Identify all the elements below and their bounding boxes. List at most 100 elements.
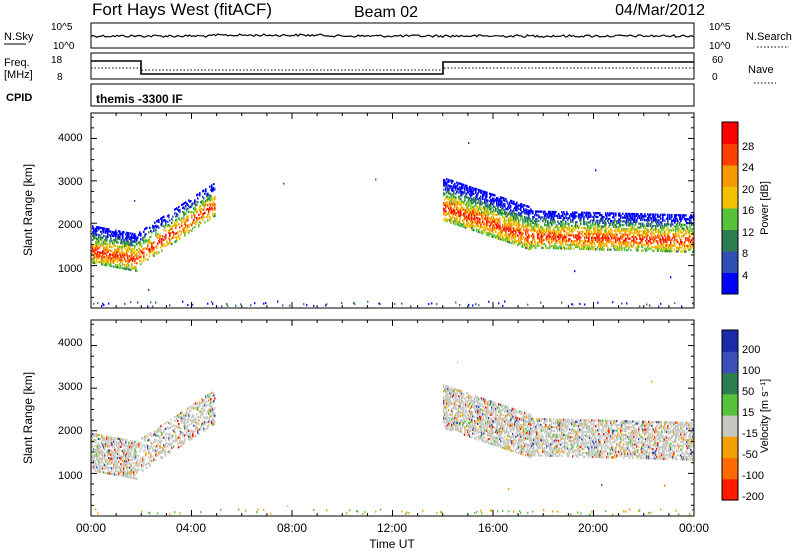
scatter-cell xyxy=(168,439,170,442)
scatter-cell xyxy=(670,217,672,220)
scatter-cell xyxy=(177,414,179,417)
scatter-cell xyxy=(513,216,515,219)
scatter-cell xyxy=(526,220,528,223)
scatter-cell xyxy=(102,259,104,262)
scatter-cell xyxy=(600,219,602,222)
scatter-cell xyxy=(473,192,475,196)
scatter-cell xyxy=(97,237,99,240)
scatter-cell xyxy=(127,447,129,450)
scatter-cell xyxy=(506,238,508,241)
scatter-cell xyxy=(679,216,681,219)
scatter-cell xyxy=(532,233,534,236)
scatter-cell xyxy=(91,446,93,449)
scatter-cell xyxy=(202,413,204,416)
scatter-cell xyxy=(625,239,627,242)
scatter-cell xyxy=(524,210,526,213)
scatter-cell xyxy=(669,215,671,218)
scatter-cell xyxy=(593,217,595,220)
scatter-cell xyxy=(660,249,662,253)
scatter-cell xyxy=(457,210,459,213)
scatter-cell xyxy=(106,229,108,232)
scatter-cell xyxy=(99,453,101,456)
scatter-cell xyxy=(666,248,668,251)
scatter-cell xyxy=(164,236,166,239)
scatter-cell xyxy=(112,446,114,449)
scatter-cell xyxy=(106,243,108,246)
scatter-cell xyxy=(537,233,539,236)
scatter-cell xyxy=(572,215,574,218)
scatter-cell xyxy=(156,439,158,442)
scatter-cell xyxy=(629,237,631,240)
scatter-cell xyxy=(109,466,111,469)
scatter-cell xyxy=(201,413,203,416)
scatter-cell xyxy=(106,237,108,240)
scatter-cell xyxy=(447,188,449,191)
scatter-cell xyxy=(110,461,112,464)
scatter-cell xyxy=(210,409,212,412)
scatter-cell xyxy=(205,416,207,419)
scatter-cell xyxy=(655,236,657,239)
scatter-cell xyxy=(130,268,132,271)
scatter-cell xyxy=(690,246,692,250)
scatter-cell xyxy=(497,225,499,228)
scatter-cell xyxy=(517,215,519,218)
scatter-cell xyxy=(113,257,115,261)
scatter-cell xyxy=(512,209,514,213)
scatter-cell xyxy=(595,231,597,234)
scatter-cell xyxy=(503,197,505,200)
scatter-cell xyxy=(652,245,654,249)
scatter-cell xyxy=(206,195,208,198)
scatter-cell xyxy=(110,463,112,466)
scatter-cell xyxy=(688,237,690,240)
scatter-cell xyxy=(645,230,647,233)
scatter-cell xyxy=(98,434,100,437)
scatter-cell xyxy=(664,230,666,234)
scatter-cell xyxy=(628,216,630,219)
scatter-cell xyxy=(602,248,604,251)
scatter-cell xyxy=(528,211,530,214)
scatter-cell xyxy=(496,225,498,228)
scatter-cell xyxy=(98,447,100,450)
scatter-cell xyxy=(131,449,133,452)
scatter-cell xyxy=(93,456,95,459)
scatter-cell xyxy=(647,230,649,233)
scatter-cell xyxy=(468,208,470,211)
scatter-cell xyxy=(172,440,174,443)
scatter-cell xyxy=(160,234,162,237)
scatter-cell xyxy=(481,212,483,215)
scatter-cell xyxy=(119,259,121,262)
scatter-cell xyxy=(584,223,586,226)
scatter-cell xyxy=(689,229,691,232)
scatter-cell xyxy=(513,208,515,211)
scatter-cell xyxy=(612,233,614,236)
scatter-cell xyxy=(146,444,148,447)
scatter-cell xyxy=(481,191,483,194)
scatter-cell xyxy=(492,197,494,200)
scatter-cell xyxy=(158,219,160,222)
scatter-cell xyxy=(597,227,599,230)
scatter-cell xyxy=(485,218,487,221)
scatter-cell xyxy=(122,230,124,234)
scatter-cell xyxy=(589,227,591,230)
scatter-cell xyxy=(599,229,601,232)
scatter-cell xyxy=(498,237,500,240)
scatter-cell xyxy=(472,225,474,228)
scatter-cell xyxy=(169,238,171,241)
scatter-cell xyxy=(533,227,535,230)
scatter-cell xyxy=(105,439,107,442)
scatter-cell xyxy=(211,420,213,423)
scatter-cell xyxy=(599,244,601,247)
scatter-cell xyxy=(170,232,172,235)
scatter-cell xyxy=(504,212,506,216)
scatter-cell xyxy=(531,244,533,247)
scatter-cell xyxy=(144,233,146,236)
scatter-cell xyxy=(194,208,196,211)
scatter-cell xyxy=(185,428,187,431)
scatter-cell xyxy=(575,226,577,229)
scatter-cell xyxy=(596,233,598,236)
scatter-cell xyxy=(176,439,178,442)
scatter-cell xyxy=(562,241,564,244)
scatter-cell xyxy=(107,260,109,263)
scatter-cell xyxy=(117,452,119,456)
scatter-cell xyxy=(636,247,638,250)
